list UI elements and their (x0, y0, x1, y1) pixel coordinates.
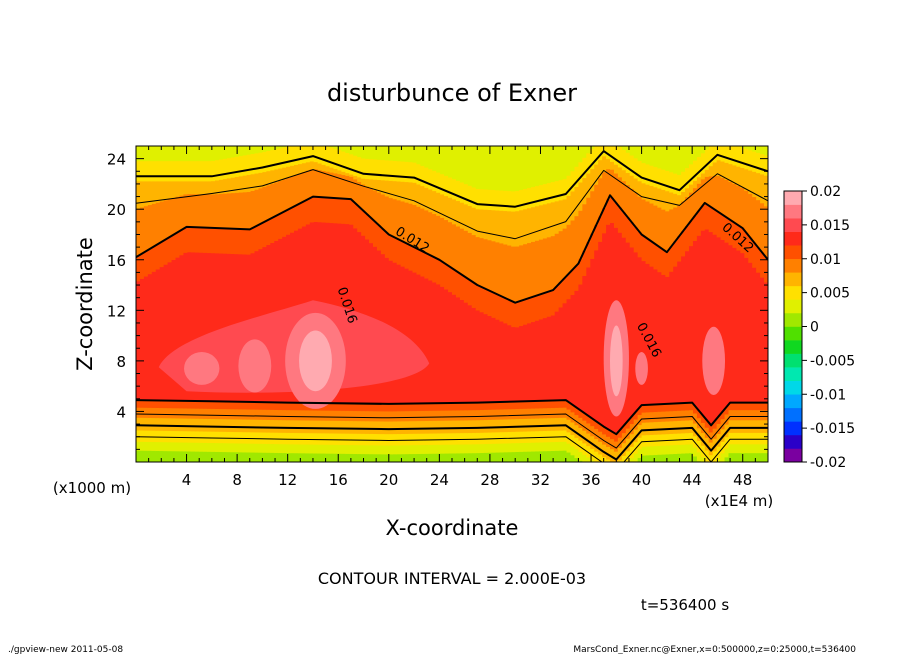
colorbar-tick-label: 0.005 (810, 286, 850, 302)
x-tick-label: 40 (632, 471, 651, 489)
x-tick-label: 24 (430, 471, 449, 489)
x-tick-label: 4 (182, 471, 192, 489)
colorbar-swatch (784, 326, 802, 341)
colorbar-swatch (784, 218, 802, 232)
colorbar-swatch (784, 312, 802, 327)
y-axis-label: Z-coordinate (73, 237, 97, 371)
x-scale-note: (x1E4 m) (705, 492, 774, 510)
colorbar-swatch (784, 299, 802, 314)
colorbar-tick-label: -0.02 (810, 455, 846, 471)
colorbar-swatch (784, 407, 802, 422)
y-tick-label: 12 (107, 302, 126, 320)
y-tick-label: 8 (116, 353, 126, 371)
colorbar-tick-label: 0.02 (810, 184, 841, 200)
colorbar-swatch (784, 258, 802, 273)
colorbar-swatch (784, 421, 802, 436)
colorbar-swatch (784, 353, 802, 368)
y-tick-label: 4 (116, 403, 126, 421)
chart-title: disturbunce of Exner (327, 79, 577, 107)
x-axis-label: X-coordinate (386, 516, 519, 540)
x-tick-label: 8 (232, 471, 242, 489)
plot-area (136, 146, 768, 462)
y-tick-label: 24 (107, 151, 126, 169)
colorbar-swatch (784, 434, 802, 449)
footer-left: ./gpview-new 2011-05-08 (8, 645, 123, 654)
colorbar-tick-label: -0.01 (810, 387, 846, 403)
x-tick-label: 12 (278, 471, 297, 489)
x-tick-label: 20 (379, 471, 398, 489)
colorbar-swatch (784, 380, 802, 395)
colorbar-tick-label: 0.01 (810, 252, 841, 268)
colorbar-tick-label: -0.015 (810, 421, 855, 437)
x-tick-label: 28 (480, 471, 499, 489)
colorbar-swatch (784, 245, 802, 260)
x-tick-label: 16 (329, 471, 348, 489)
contour-lines (136, 150, 768, 462)
colorbar-swatch (784, 191, 802, 205)
y-tick-label: 16 (107, 252, 126, 270)
colorbar-tick-label: 0 (810, 320, 819, 336)
colorbar-swatch (784, 367, 802, 381)
x-tick-label: 48 (733, 471, 752, 489)
x-tick-label: 36 (581, 471, 600, 489)
colorbar (783, 190, 803, 463)
field-bands (136, 146, 768, 462)
colorbar-swatch (784, 285, 802, 300)
footer-right: MarsCond_Exner.nc@Exner,x=0:500000,z=0:2… (573, 645, 856, 654)
colorbar-swatch (784, 231, 802, 246)
time-label: t=536400 s (641, 596, 729, 614)
colorbar-tick-label: -0.005 (810, 353, 855, 369)
x-tick-label: 44 (683, 471, 702, 489)
contour-interval-label: CONTOUR INTERVAL = 2.000E-03 (318, 569, 586, 588)
y-tick-label: 20 (107, 201, 126, 219)
colorbar-swatch (784, 272, 802, 287)
colorbar-tick-label: 0.015 (810, 218, 850, 234)
x-unit-label: (x1000 m) (53, 479, 131, 497)
x-tick-label: 32 (531, 471, 550, 489)
colorbar-ticks: 0.02 0.015 0.01 0.005 0 -0.005 -0.01 -0.015 -0.0… (802, 184, 855, 471)
y-axis-ticks: 4 8 12 16 20 24 (107, 151, 768, 450)
colorbar-swatch (784, 340, 802, 354)
colorbar-swatch (784, 204, 802, 219)
colorbar-swatch (784, 394, 802, 409)
x-axis-ticks: 4 8 12 16 20 24 28 32 36 40 44 48 (148, 146, 756, 489)
colorbar-swatch (784, 448, 802, 463)
